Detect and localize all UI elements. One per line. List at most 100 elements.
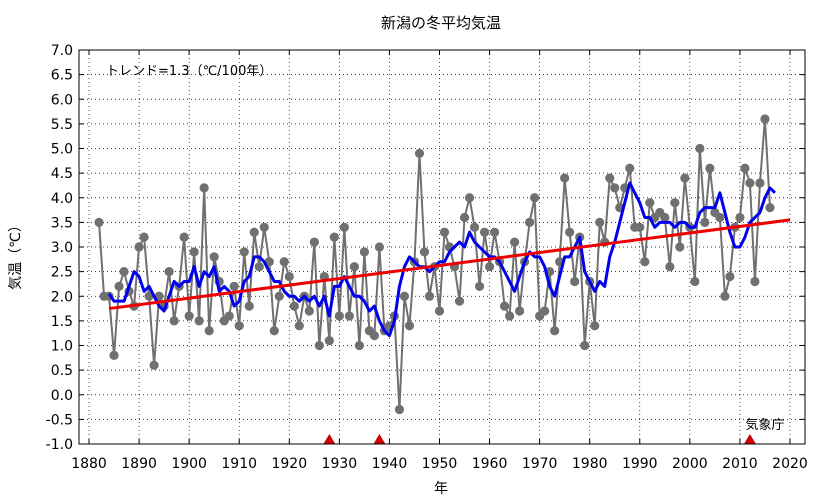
annual-point (700, 218, 709, 227)
annual-point (540, 306, 549, 315)
annual-point (240, 247, 249, 256)
annual-point (185, 311, 194, 320)
annual-point (355, 341, 364, 350)
y-tick-label: 2.0 (51, 289, 73, 305)
annual-point (690, 277, 699, 286)
trend-label: トレンド=1.3（℃/100年） (106, 64, 272, 79)
annual-point (595, 218, 604, 227)
y-tick-label: 4.5 (51, 166, 73, 182)
x-tick-label: 1990 (622, 456, 658, 472)
station-change-marker (373, 434, 385, 444)
x-tick-label: 1920 (271, 456, 307, 472)
annual-point (455, 297, 464, 306)
annual-point (475, 282, 484, 291)
annual-point (375, 242, 384, 251)
y-tick-label: 1.0 (51, 339, 73, 355)
y-tick-label: 6.0 (51, 92, 73, 108)
annual-point (525, 218, 534, 227)
y-tick-label: 4.0 (51, 191, 73, 207)
annual-point (660, 213, 669, 222)
y-tick-label: 2.5 (51, 265, 73, 281)
x-tick-label: 1940 (372, 456, 408, 472)
annual-point (435, 306, 444, 315)
annual-point (470, 223, 479, 232)
annual-point (530, 193, 539, 202)
annual-point (210, 252, 219, 261)
annual-point (245, 302, 254, 311)
annual-point (755, 178, 764, 187)
annual-point (550, 326, 559, 335)
y-tick-label: -1.0 (46, 437, 73, 453)
y-tick-label: 5.5 (51, 117, 73, 133)
annual-point (165, 267, 174, 276)
annual-point (695, 144, 704, 153)
annual-point (765, 203, 774, 212)
annual-point (735, 213, 744, 222)
x-tick-label: 1900 (171, 456, 207, 472)
annual-point (720, 292, 729, 301)
annual-point (260, 223, 269, 232)
annual-point (745, 178, 754, 187)
x-tick-label: 1970 (522, 456, 558, 472)
x-tick-label: 2000 (672, 456, 708, 472)
annual-point (605, 173, 614, 182)
chart-title: 新潟の冬平均気温 (381, 14, 501, 32)
y-tick-label: 3.0 (51, 240, 73, 256)
annual-point (715, 213, 724, 222)
annual-point (230, 282, 239, 291)
annual-point (560, 173, 569, 182)
annual-point (485, 262, 494, 271)
annual-point (675, 242, 684, 251)
x-tick-label: 1980 (572, 456, 608, 472)
annual-point (290, 302, 299, 311)
annual-series (94, 114, 774, 414)
annual-point (315, 341, 324, 350)
annual-point (195, 316, 204, 325)
station-change-marker (744, 434, 756, 444)
annual-point (425, 292, 434, 301)
y-tick-label: 6.5 (51, 68, 73, 84)
annual-point (235, 321, 244, 330)
annual-point (670, 198, 679, 207)
y-tick-label: 1.5 (51, 314, 73, 330)
y-tick-label: 5.0 (51, 142, 73, 158)
y-tick-label: 0.0 (51, 388, 73, 404)
annual-point (310, 237, 319, 246)
annual-point (725, 272, 734, 281)
y-tick-label: 3.5 (51, 215, 73, 231)
x-tick-label: 1880 (71, 456, 107, 472)
annual-point (415, 149, 424, 158)
x-tick-label: 2020 (772, 456, 808, 472)
x-tick-label: 1950 (422, 456, 458, 472)
annual-point (180, 233, 189, 242)
y-tick-label: 0.5 (51, 363, 73, 379)
annual-point (645, 198, 654, 207)
annual-point (295, 321, 304, 330)
annual-point (285, 272, 294, 281)
annual-point (465, 193, 474, 202)
annual-point (625, 164, 634, 173)
annual-point (340, 223, 349, 232)
annual-point (335, 311, 344, 320)
annual-point (505, 311, 514, 320)
x-tick-label: 1890 (121, 456, 157, 472)
annual-point (119, 267, 128, 276)
annual-point (565, 228, 574, 237)
y-axis-label: 気温（℃） (8, 218, 24, 290)
annual-point (460, 213, 469, 222)
x-tick-label: 2010 (722, 456, 758, 472)
annual-point (190, 247, 199, 256)
station-change-marker (323, 434, 335, 444)
annual-point (325, 336, 334, 345)
y-tick-label: 7.0 (51, 43, 73, 59)
annual-point (740, 164, 749, 173)
annual-point (114, 282, 123, 291)
annual-point (515, 306, 524, 315)
annual-point (490, 228, 499, 237)
annual-point (405, 321, 414, 330)
annual-point (305, 306, 314, 315)
annual-point (280, 257, 289, 266)
annual-point (350, 262, 359, 271)
annual-point (134, 242, 143, 251)
annual-point (345, 311, 354, 320)
